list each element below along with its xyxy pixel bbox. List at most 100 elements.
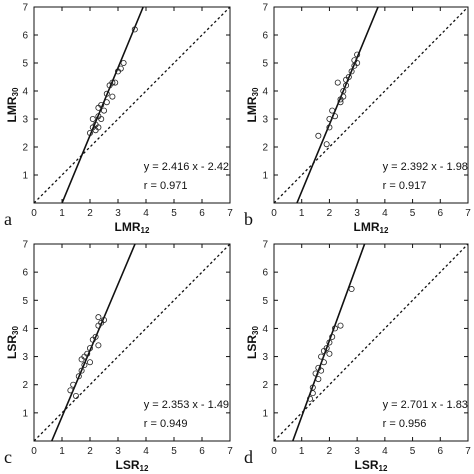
x-tick-label: 6	[199, 446, 205, 457]
x-tick-label: 7	[227, 208, 233, 219]
data-point	[337, 99, 344, 106]
y-tick-label: 1	[22, 408, 28, 419]
data-point	[340, 93, 347, 100]
x-axis-label-subscript: 12	[141, 226, 150, 235]
data-point	[89, 116, 96, 123]
y-tick-label: 5	[262, 59, 268, 70]
data-point	[326, 116, 333, 123]
y-tick-label: 4	[262, 324, 268, 335]
data-point	[329, 107, 336, 114]
x-tick-label: 0	[271, 208, 277, 219]
data-point	[81, 362, 88, 369]
data-point	[318, 367, 325, 374]
correlation-value: r = 0.971	[144, 180, 188, 192]
data-point	[75, 373, 82, 380]
x-tick-label: 1	[59, 208, 65, 219]
x-tick-label: 3	[354, 446, 360, 457]
data-point	[354, 60, 361, 67]
data-point	[326, 124, 333, 131]
data-point	[87, 359, 94, 366]
data-point	[337, 322, 344, 329]
y-tick-label: 4	[22, 87, 28, 98]
data-point	[326, 350, 333, 357]
data-point	[307, 395, 314, 402]
x-tick-label: 1	[59, 446, 65, 457]
data-point	[78, 367, 85, 374]
identity-line	[274, 244, 468, 441]
data-point	[329, 333, 336, 340]
data-point	[109, 79, 116, 86]
x-tick-label: 2	[327, 446, 333, 457]
plot-frame	[33, 6, 231, 204]
identity-line	[34, 244, 230, 441]
panel-letter: d	[244, 447, 253, 467]
y-tick-label: 6	[22, 31, 28, 42]
data-point	[109, 93, 116, 100]
y-tick-label: 3	[262, 352, 268, 363]
panel-letter: b	[244, 209, 253, 229]
x-tick-label: 6	[438, 208, 444, 219]
x-tick-label: 3	[115, 208, 121, 219]
data-point	[309, 384, 316, 391]
data-point	[120, 60, 127, 67]
data-point	[98, 102, 105, 109]
y-axis-label: LMR30	[5, 87, 20, 122]
y-tick-label: 5	[262, 296, 268, 307]
x-tick-label: 5	[410, 446, 416, 457]
y-tick-label: 4	[22, 324, 28, 335]
x-tick-label: 7	[227, 446, 233, 457]
x-tick-label: 2	[87, 446, 93, 457]
data-point	[101, 107, 108, 114]
data-point	[87, 129, 94, 136]
y-axis-label-subscript: 30	[11, 326, 20, 335]
y-tick-label: 2	[22, 380, 28, 391]
data-point	[315, 376, 322, 383]
correlation-value: r = 0.917	[383, 180, 427, 192]
x-tick-label: 3	[115, 446, 121, 457]
y-axis-label: LMR30	[245, 87, 260, 122]
regression-line	[61, 7, 144, 203]
x-tick-label: 2	[327, 208, 333, 219]
y-tick-label: 1	[22, 171, 28, 182]
data-point	[340, 88, 347, 95]
data-point	[309, 390, 316, 397]
y-axis-label: LSR30	[245, 326, 260, 359]
y-tick-label: 3	[22, 115, 28, 126]
x-axis-label-subscript: 12	[379, 464, 388, 473]
x-axis-label: LSR12	[116, 458, 149, 473]
y-tick-label: 3	[262, 115, 268, 126]
x-tick-label: 5	[171, 446, 177, 457]
data-point	[70, 381, 77, 388]
data-point	[345, 74, 352, 81]
x-axis-label-subscript: 12	[140, 464, 149, 473]
data-point	[95, 314, 102, 321]
y-tick-label: 7	[22, 3, 28, 14]
x-tick-label: 1	[299, 446, 305, 457]
y-axis-label-subscript: 30	[251, 87, 260, 96]
x-tick-label: 4	[382, 446, 388, 457]
regression-equation: y = 2.353 x - 1.49	[144, 399, 229, 411]
panel-letter: c	[4, 447, 12, 467]
plot-frame	[33, 243, 231, 442]
x-tick-label: 6	[438, 446, 444, 457]
x-axis-label: LMR12	[115, 220, 150, 235]
x-tick-label: 5	[410, 208, 416, 219]
y-tick-label: 1	[262, 408, 268, 419]
data-point	[331, 113, 338, 120]
y-tick-label: 7	[262, 3, 268, 14]
identity-line	[274, 7, 468, 203]
x-tick-label: 2	[87, 208, 93, 219]
y-tick-label: 6	[262, 31, 268, 42]
data-point	[103, 99, 110, 106]
regression-equation: y = 2.416 x - 2.42	[144, 161, 229, 173]
y-tick-label: 2	[22, 143, 28, 154]
y-tick-label: 7	[262, 240, 268, 251]
data-point	[315, 132, 322, 139]
y-tick-label: 2	[262, 380, 268, 391]
data-point	[92, 333, 99, 340]
x-tick-label: 0	[31, 208, 37, 219]
data-point	[323, 141, 330, 148]
